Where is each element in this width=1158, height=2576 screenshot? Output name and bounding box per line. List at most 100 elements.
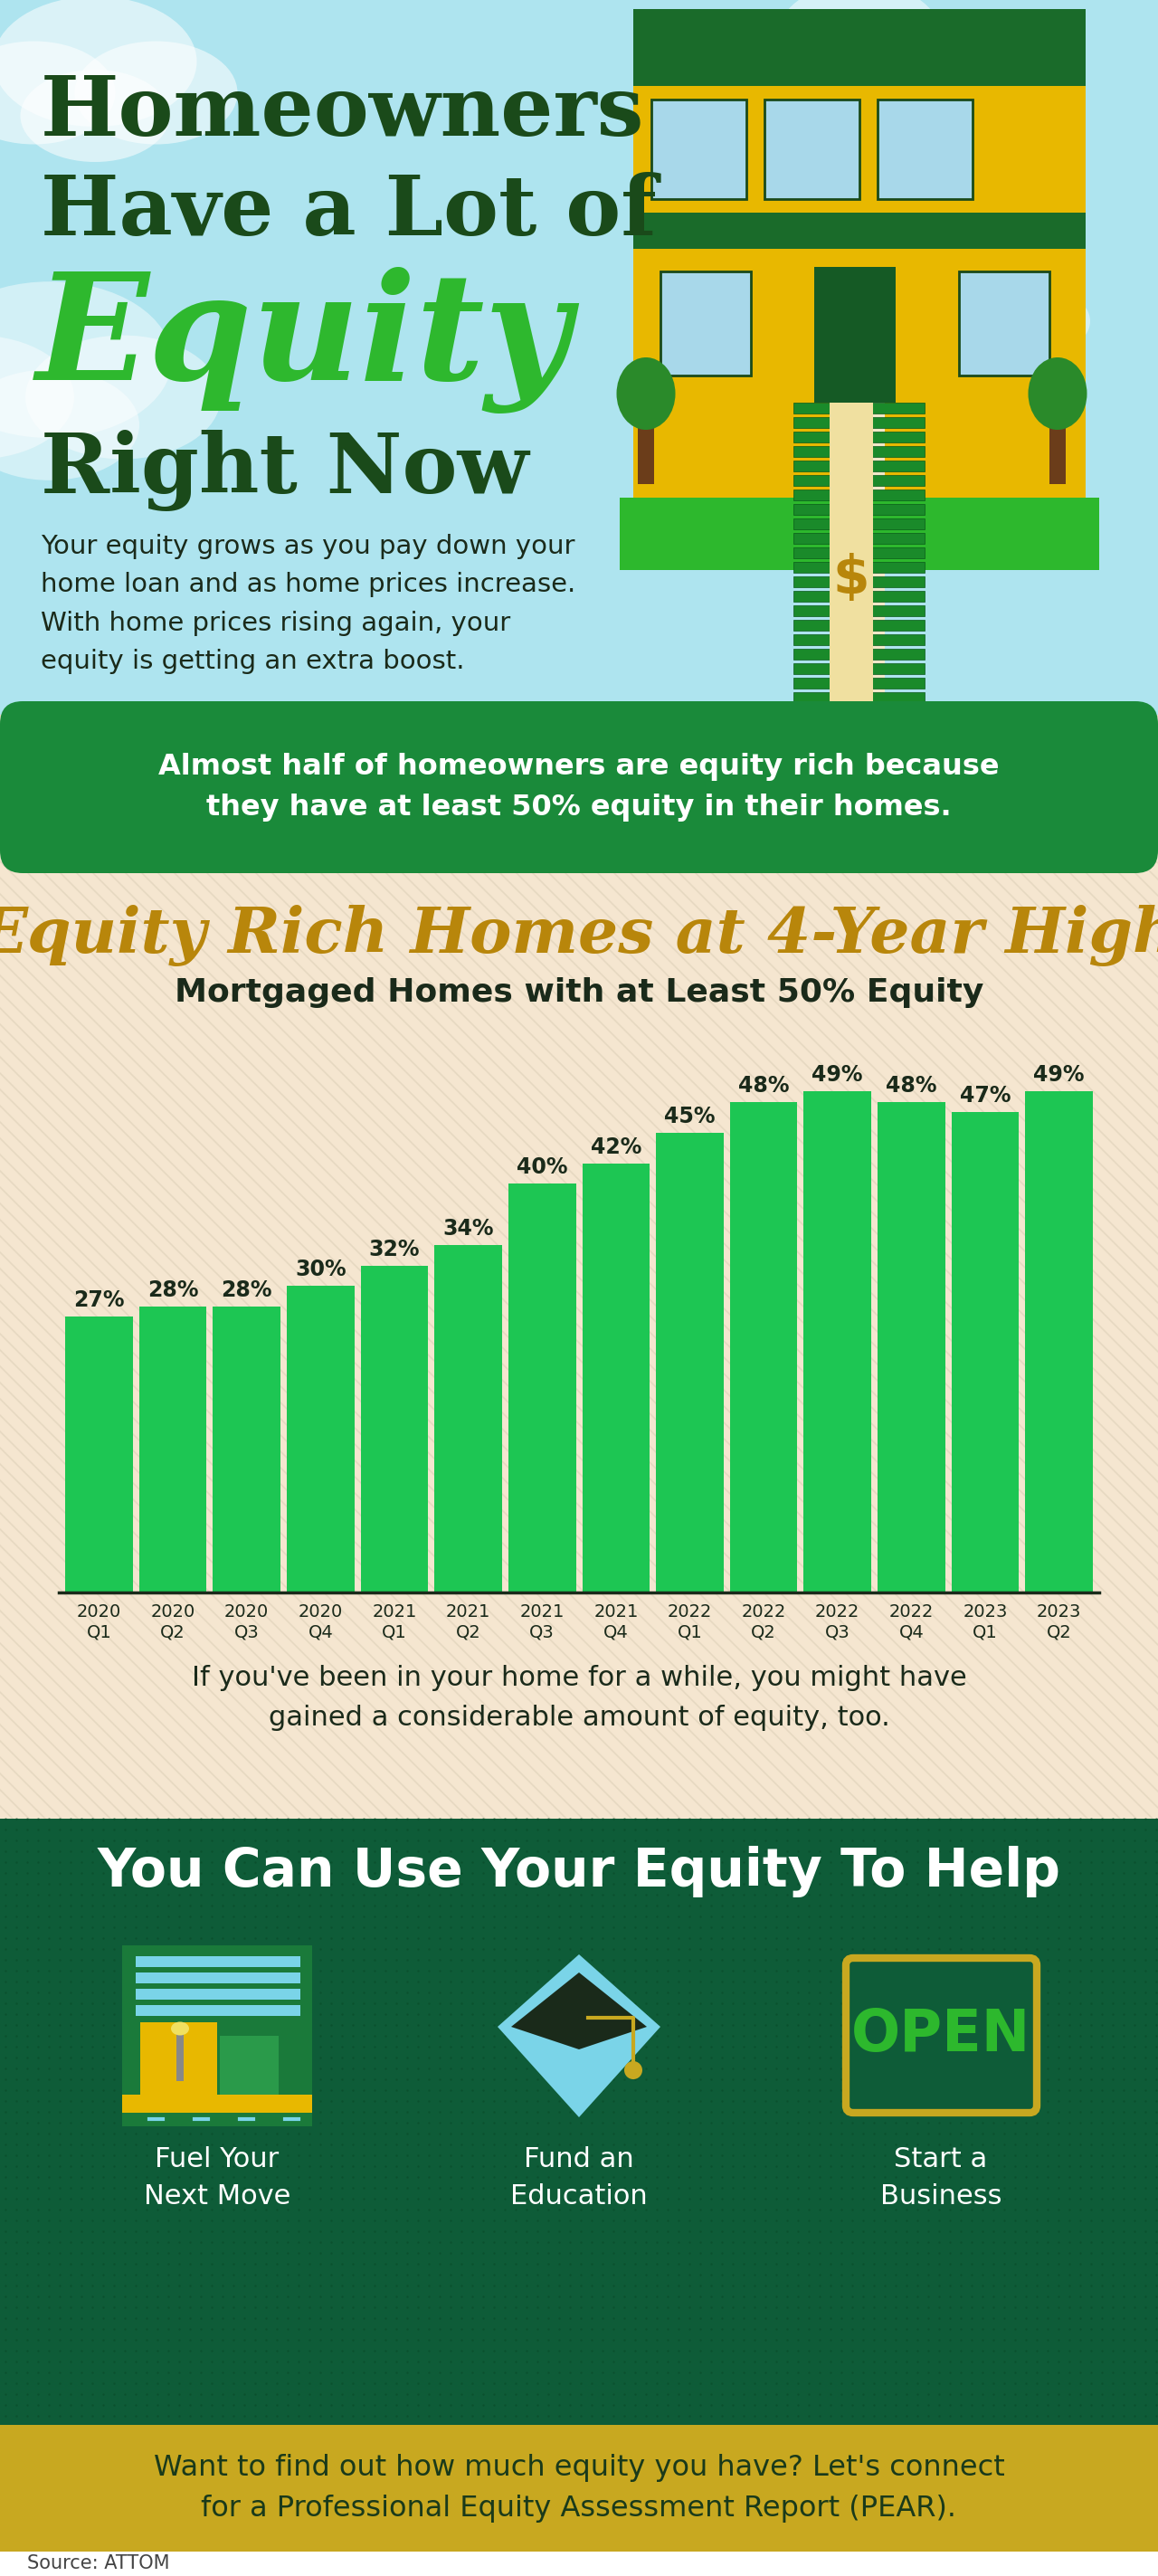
Text: 2023: 2023 <box>963 1602 1007 1620</box>
Text: Source: ATTOM: Source: ATTOM <box>27 2555 169 2573</box>
Ellipse shape <box>800 41 919 116</box>
Ellipse shape <box>0 281 171 438</box>
Bar <box>0 1819 1158 2424</box>
Bar <box>633 214 1086 250</box>
Bar <box>814 268 895 402</box>
Bar <box>878 1103 945 1592</box>
Text: 2020: 2020 <box>225 1602 269 1620</box>
Bar <box>793 649 924 659</box>
Text: 2021: 2021 <box>372 1602 417 1620</box>
Text: Q2: Q2 <box>752 1623 776 1641</box>
Bar <box>793 677 924 688</box>
Bar <box>793 605 924 616</box>
Text: Q4: Q4 <box>308 1623 334 1641</box>
Text: Equity: Equity <box>36 268 572 415</box>
Text: Q1: Q1 <box>382 1623 406 1641</box>
Text: Equity Rich Homes at 4-Year High: Equity Rich Homes at 4-Year High <box>0 904 1158 966</box>
Bar <box>793 533 924 544</box>
Ellipse shape <box>746 18 875 100</box>
Text: Right Now: Right Now <box>41 430 529 510</box>
Text: 28%: 28% <box>147 1280 198 1301</box>
Text: Q2: Q2 <box>1047 1623 1071 1641</box>
Text: 2020: 2020 <box>151 1602 195 1620</box>
Text: 49%: 49% <box>812 1064 863 1087</box>
Text: 2020: 2020 <box>76 1602 122 1620</box>
Bar <box>360 1265 428 1592</box>
Bar <box>139 1306 206 1592</box>
Bar <box>793 577 924 587</box>
Bar <box>793 662 924 675</box>
Ellipse shape <box>616 358 675 430</box>
Bar <box>582 1164 650 1592</box>
Text: 32%: 32% <box>368 1239 420 1260</box>
Bar <box>508 1182 576 1592</box>
Polygon shape <box>511 1973 647 2050</box>
Text: $: $ <box>833 554 870 605</box>
Text: Q3: Q3 <box>824 1623 850 1641</box>
Bar <box>793 549 924 559</box>
Bar <box>793 489 924 500</box>
Text: If you've been in your home for a while, you might have
gained a considerable am: If you've been in your home for a while,… <box>191 1664 967 1731</box>
Bar <box>793 461 924 471</box>
Text: 2022: 2022 <box>741 1602 786 1620</box>
Bar <box>65 1316 133 1592</box>
Bar <box>793 474 924 487</box>
Text: Want to find out how much equity you have? Let's connect
for a Professional Equi: Want to find out how much equity you hav… <box>154 2455 1004 2522</box>
Bar <box>959 270 1049 376</box>
Text: Q1: Q1 <box>87 1623 111 1641</box>
Bar <box>657 1133 724 1592</box>
Bar <box>829 402 873 729</box>
Bar <box>633 54 1086 533</box>
Text: Q3: Q3 <box>234 1623 259 1641</box>
Bar <box>1025 1092 1093 1592</box>
Bar <box>793 433 924 443</box>
Bar <box>135 1973 300 1984</box>
Text: 40%: 40% <box>516 1157 567 1177</box>
Text: Homeowners: Homeowners <box>41 72 645 152</box>
Text: 2023: 2023 <box>1036 1602 1082 1620</box>
Bar <box>135 1989 300 1999</box>
Bar <box>793 621 924 631</box>
Text: 47%: 47% <box>960 1084 1011 1108</box>
Text: 2021: 2021 <box>520 1602 564 1620</box>
Text: 42%: 42% <box>591 1136 642 1157</box>
Text: 2021: 2021 <box>594 1602 638 1620</box>
Bar <box>793 562 924 572</box>
Bar <box>793 518 924 528</box>
Bar <box>620 497 1099 569</box>
Bar <box>793 706 924 719</box>
Bar <box>633 54 1086 85</box>
Text: 45%: 45% <box>665 1105 716 1128</box>
Ellipse shape <box>945 307 1045 368</box>
Text: Fund an
Education: Fund an Education <box>511 2146 647 2210</box>
Text: Start a
Business: Start a Business <box>880 2146 1002 2210</box>
Ellipse shape <box>74 41 237 144</box>
Text: 2020: 2020 <box>299 1602 343 1620</box>
Bar <box>793 402 924 415</box>
Text: 2022: 2022 <box>667 1602 712 1620</box>
FancyBboxPatch shape <box>0 701 1158 873</box>
Bar <box>793 634 924 644</box>
Bar <box>730 1103 798 1592</box>
Ellipse shape <box>171 2022 189 2035</box>
Ellipse shape <box>843 18 974 100</box>
Text: OPEN: OPEN <box>851 2007 1031 2063</box>
FancyBboxPatch shape <box>122 1945 313 2125</box>
Ellipse shape <box>21 70 169 162</box>
Ellipse shape <box>982 286 1090 355</box>
Text: Fuel Your
Next Move: Fuel Your Next Move <box>144 2146 291 2210</box>
Circle shape <box>624 2061 643 2079</box>
Bar <box>952 1113 1019 1592</box>
Text: Q1: Q1 <box>973 1623 998 1641</box>
Bar <box>135 1955 300 1968</box>
Text: You Can Use Your Equity To Help: You Can Use Your Equity To Help <box>97 1847 1061 1899</box>
Text: 34%: 34% <box>442 1218 493 1239</box>
Bar <box>122 2094 313 2112</box>
Bar <box>764 100 859 198</box>
Bar <box>793 505 924 515</box>
Ellipse shape <box>900 286 1009 355</box>
Bar <box>804 1092 871 1592</box>
Bar <box>638 412 654 484</box>
Bar <box>135 2004 300 2017</box>
Bar <box>793 417 924 428</box>
